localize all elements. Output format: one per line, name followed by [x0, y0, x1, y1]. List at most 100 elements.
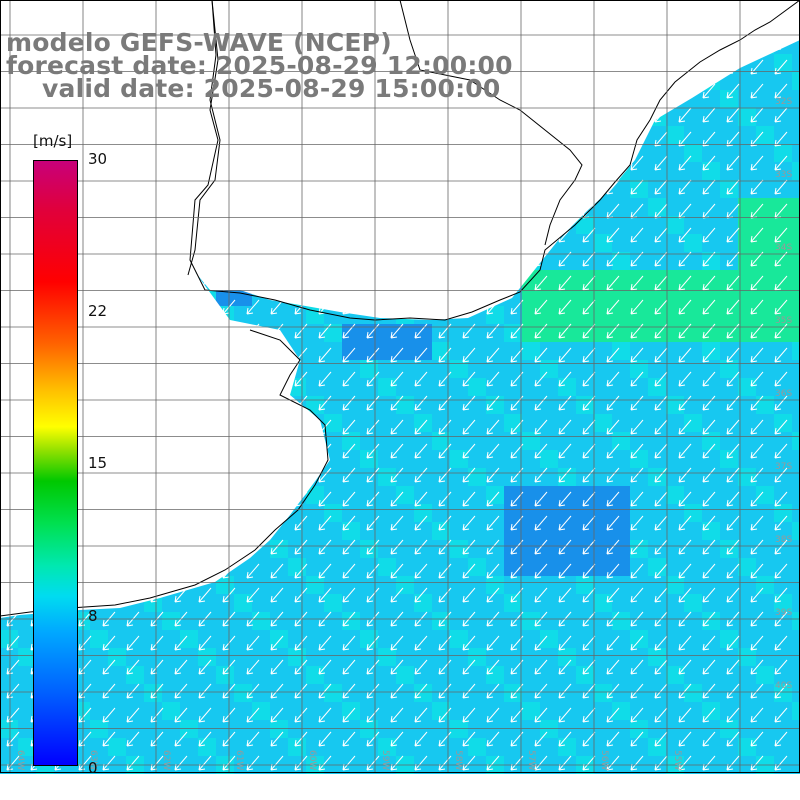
wind-arrow [414, 659, 428, 675]
wind-speed-cell [396, 378, 414, 396]
wind-speed-cell [720, 306, 738, 324]
wind-speed-cell [252, 594, 270, 612]
wind-arrow [318, 491, 332, 507]
wind-speed-cell [522, 666, 540, 684]
wind-speed-cell [522, 468, 540, 486]
wind-speed-cell [792, 108, 800, 126]
wind-speed-cell [216, 720, 234, 738]
wind-speed-cell [648, 738, 666, 756]
wind-speed-cell [702, 180, 720, 198]
wind-speed-cell [324, 396, 342, 414]
wind-arrow [750, 731, 764, 747]
wind-arrow [678, 491, 692, 507]
wind-speed-cell [792, 666, 800, 684]
wind-arrow [294, 515, 308, 531]
wind-speed-cell [90, 684, 108, 702]
wind-speed-cell [630, 468, 648, 486]
wind-arrow [654, 659, 668, 675]
wind-speed-cell [648, 702, 666, 720]
wind-speed-cell [684, 504, 702, 522]
wind-speed-cell [342, 684, 360, 702]
wind-speed-cell [378, 558, 396, 576]
wind-arrow [654, 467, 668, 483]
lat-label: 40S [775, 681, 792, 691]
wind-speed-cell [774, 72, 792, 90]
wind-speed-cell [720, 666, 738, 684]
wind-speed-cell [720, 90, 738, 108]
wind-speed-cell [396, 540, 414, 558]
wind-speed-cell [180, 630, 198, 648]
wind-speed-cell [396, 594, 414, 612]
wind-speed-cell [360, 594, 378, 612]
wind-arrow [654, 539, 668, 555]
wind-speed-cell [216, 594, 234, 612]
wind-speed-cell [576, 306, 594, 324]
wind-arrow [726, 659, 740, 675]
wind-speed-cell [504, 720, 522, 738]
wind-speed-cell [504, 306, 522, 324]
wind-speed-cell [720, 270, 738, 288]
wind-speed-cell [594, 234, 612, 252]
wind-speed-cell [396, 630, 414, 648]
wind-speed-cell [0, 702, 18, 720]
wind-speed-cell [432, 576, 450, 594]
wind-arrow [462, 491, 476, 507]
wind-speed-cell [630, 360, 648, 378]
coastline [0, 0, 800, 617]
wind-speed-cell [738, 90, 756, 108]
wind-speed-cell [756, 702, 774, 720]
wind-arrow [606, 515, 620, 531]
wind-speed-cell [540, 414, 558, 432]
wind-speed-cell [540, 558, 558, 576]
wind-speed-cell [630, 486, 648, 504]
wind-speed-cell [342, 378, 360, 396]
wind-arrow [366, 395, 380, 411]
wind-speed-cell [702, 234, 720, 252]
wind-speed-cell [342, 450, 360, 468]
wind-arrow [750, 323, 764, 339]
wind-arrow [678, 347, 692, 363]
wind-speed-cell [558, 630, 576, 648]
wind-speed-cell [648, 666, 666, 684]
wind-speed-cell [612, 576, 630, 594]
wind-speed-cell [324, 360, 342, 378]
wind-speed-cell [792, 648, 800, 666]
wind-speed-cell [738, 468, 756, 486]
wind-speed-cell [774, 198, 792, 216]
wind-speed-cell [306, 630, 324, 648]
wind-speed-cell [738, 432, 756, 450]
colorbar-tick-22: 22 [88, 302, 108, 320]
wind-speed-cell [756, 432, 774, 450]
wind-speed-cell [396, 342, 414, 360]
wind-arrow [414, 515, 428, 531]
wind-speed-cell [702, 432, 720, 450]
wind-speed-cell [342, 720, 360, 738]
wind-arrow [342, 659, 356, 675]
wind-speed-cell [792, 306, 800, 324]
wind-speed-cell [18, 720, 36, 738]
wind-arrow [750, 179, 764, 195]
wind-speed-cell [648, 306, 666, 324]
wind-speed-cell [558, 576, 576, 594]
wind-speed-cell [630, 594, 648, 612]
wind-arrow [270, 707, 284, 723]
wind-arrow [558, 635, 572, 651]
wind-speed-cell [630, 684, 648, 702]
wind-arrow [702, 635, 716, 651]
wind-speed-cell [342, 594, 360, 612]
wind-arrow [726, 563, 740, 579]
wind-speed-cell [288, 684, 306, 702]
wind-speed-cell [756, 198, 774, 216]
wind-speed-cell [486, 468, 504, 486]
wind-speed-cell [306, 486, 324, 504]
wind-speed-cell [720, 216, 738, 234]
wind-speed-cell [180, 666, 198, 684]
wind-speed-cell [648, 324, 666, 342]
wind-arrow [390, 467, 404, 483]
wind-arrow [294, 587, 308, 603]
wind-speed-cell [648, 252, 666, 270]
wind-speed-cell [666, 666, 684, 684]
wind-arrow [486, 635, 500, 651]
wind-arrow [462, 635, 476, 651]
wind-arrow [366, 683, 380, 699]
